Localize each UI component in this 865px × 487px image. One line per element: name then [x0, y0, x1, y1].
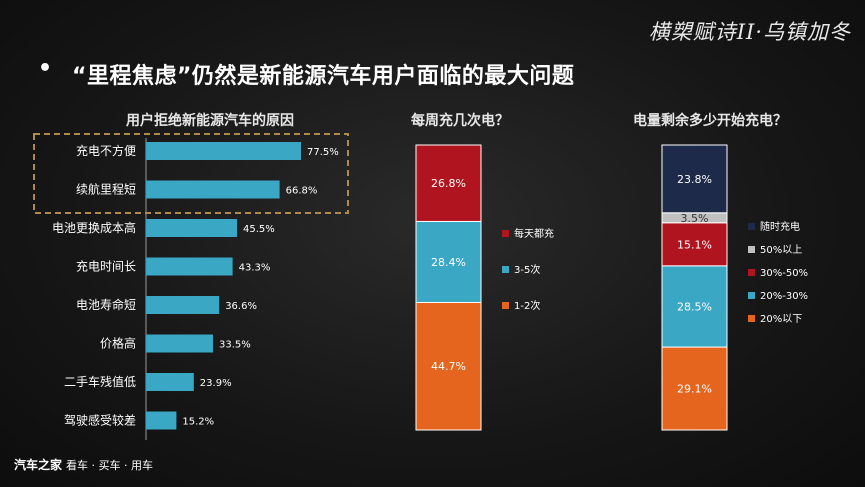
reasons-bar	[146, 373, 194, 391]
reasons-value-label: 45.5%	[243, 224, 275, 235]
weekly-legend-label: 每天都充	[514, 227, 554, 240]
remaining-legend-swatch	[748, 315, 755, 322]
highlight-box	[33, 133, 349, 214]
brush-calligraphy-title: 横槊赋诗II·乌镇加冬	[648, 20, 851, 44]
reasons-category-label: 电池更换成本高	[52, 220, 136, 235]
remaining-segment	[661, 346, 728, 431]
reasons-category-label: 价格高	[100, 336, 136, 351]
page-title: “里程焦虑”仍然是新能源汽车用户面临的最大问题	[72, 64, 575, 89]
footer-logo-text: 汽车之家	[14, 458, 63, 472]
weekly-legend-label: 3-5次	[514, 263, 540, 276]
remaining-legend-label: 50%以上	[760, 244, 802, 256]
remaining-legend-swatch	[748, 223, 755, 230]
weekly-segment	[415, 220, 482, 303]
remaining-value-label: 15.1%	[677, 238, 712, 251]
bullet-dot: •	[38, 56, 53, 81]
reasons-value-label: 77.5%	[307, 147, 339, 158]
weekly-legend-swatch	[502, 266, 509, 273]
remaining-segment	[661, 144, 728, 214]
weekly-legend-swatch	[502, 230, 509, 237]
reasons-category-label: 电池寿命短	[76, 297, 136, 312]
remaining-value-label: 29.1%	[677, 383, 712, 396]
footer-brand: 汽车之家 看车 · 买车 · 用车	[14, 456, 153, 473]
reasons-bar	[146, 142, 301, 160]
reasons-bar	[146, 296, 220, 314]
weekly-value-label: 26.8%	[431, 177, 466, 190]
reasons-value-label: 33.5%	[219, 340, 251, 351]
reasons-category-label: 充电不方便	[76, 143, 136, 158]
reasons-value-label: 43.3%	[239, 263, 271, 274]
remaining-segment	[661, 222, 728, 267]
reasons-value-label: 23.9%	[200, 378, 232, 389]
reasons-value-label: 15.2%	[182, 417, 214, 428]
weekly-segment	[415, 301, 482, 431]
weekly-value-label: 44.7%	[431, 360, 466, 373]
remaining-legend-label: 随时充电	[760, 220, 800, 233]
chart-title-remaining-battery: 电量剩余多少开始充电？	[633, 113, 787, 129]
remaining-value-label: 3.5%	[681, 212, 709, 225]
reasons-category-label: 驾驶感受较差	[64, 413, 136, 428]
remaining-segment	[661, 265, 728, 348]
weekly-value-label: 28.4%	[431, 256, 466, 269]
weekly-legend-swatch	[502, 302, 509, 309]
remaining-legend-swatch	[748, 269, 755, 276]
reasons-bar	[146, 219, 237, 237]
weekly-legend-label: 1-2次	[514, 299, 540, 312]
remaining-value-label: 23.8%	[677, 173, 712, 186]
reasons-category-label: 二手车残值低	[64, 374, 136, 389]
weekly-segment	[415, 144, 482, 222]
remaining-legend-label: 30%-50%	[760, 268, 808, 279]
chart-title-weekly-charging: 每周充几次电？	[411, 113, 509, 129]
reasons-value-label: 36.6%	[225, 301, 257, 312]
reasons-bar	[146, 180, 280, 199]
reasons-category-label: 续航里程短	[76, 182, 136, 197]
remaining-legend-swatch	[748, 246, 755, 253]
chart-title-reasons: 用户拒绝新能源汽车的原因	[126, 113, 294, 129]
remaining-value-label: 28.5%	[677, 300, 712, 313]
remaining-legend-label: 20%以下	[760, 314, 802, 325]
reasons-category-label: 充电时间长	[76, 259, 136, 274]
remaining-legend-swatch	[748, 292, 755, 299]
reasons-bar	[146, 411, 177, 430]
reasons-value-label: 66.8%	[286, 186, 318, 197]
reasons-bar	[146, 334, 213, 353]
footer-tagline: 看车 · 买车 · 用车	[66, 459, 153, 472]
remaining-legend-label: 20%-30%	[760, 291, 808, 302]
reasons-bar	[146, 257, 233, 276]
